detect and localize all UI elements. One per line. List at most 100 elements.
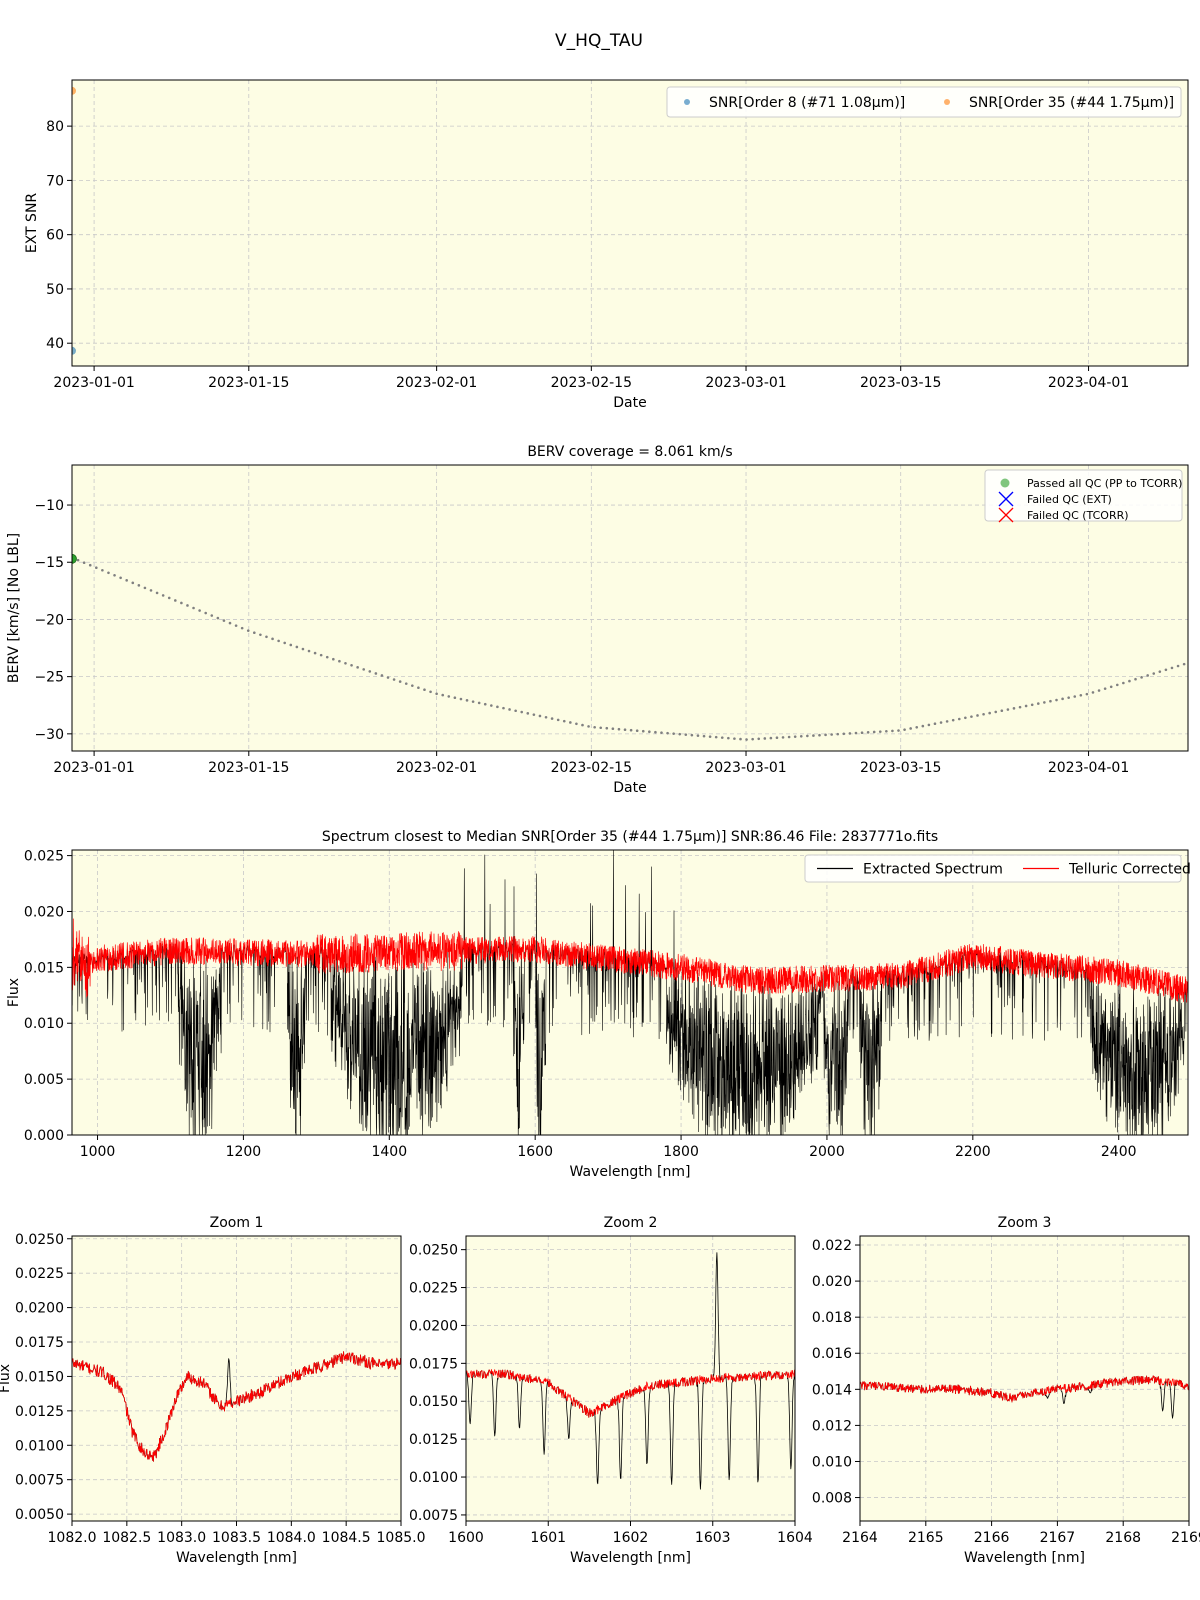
berv-curve-dot xyxy=(113,573,116,577)
zoom1-ytick-label: 0.0050 xyxy=(15,1507,64,1523)
berv-curve-dot xyxy=(289,643,293,647)
zoom1-xtick-label: 1083.5 xyxy=(212,1530,261,1546)
berv-curve-dot xyxy=(708,735,712,738)
berv-curve-dot xyxy=(423,688,426,692)
snr-xtick-label: 2023-03-15 xyxy=(860,375,941,391)
berv-curve-dot xyxy=(313,651,317,655)
berv-curve-dot xyxy=(575,722,578,726)
berv-curve-dot xyxy=(265,635,268,639)
berv-curve-dot xyxy=(338,659,341,663)
berv-frame xyxy=(71,464,1189,752)
zoom3-telluric-line xyxy=(860,1375,1189,1403)
snr-xtick-label: 2023-02-01 xyxy=(396,375,477,391)
berv-xtick-label: 2023-01-15 xyxy=(208,760,289,776)
berv-legend-marker xyxy=(1000,478,1010,488)
berv-ytick-label: −30 xyxy=(34,727,64,743)
snr-legend-marker xyxy=(944,99,950,105)
zoom3-xtick-label: 2169 xyxy=(1171,1530,1200,1546)
zoom3-ytick-label: 0.008 xyxy=(812,1491,852,1507)
berv-curve-dot xyxy=(1164,668,1168,672)
zoom2-frame xyxy=(465,1235,796,1522)
berv-curve-dot xyxy=(672,732,675,735)
berv-curve-dot xyxy=(903,728,906,731)
zoom2-ytick-label: 0.0175 xyxy=(409,1356,458,1372)
zoom2-xtick-label: 1604 xyxy=(777,1530,813,1546)
zoom2-xtick-label: 1600 xyxy=(448,1530,484,1546)
berv-curve-dot xyxy=(186,604,189,607)
zoom2-ytick-label: 0.0250 xyxy=(409,1243,458,1259)
berv-curve-dot xyxy=(763,737,767,740)
berv-curve-dot xyxy=(392,678,396,681)
zoom2-xlabel: Wavelength [nm] xyxy=(570,1550,691,1566)
snr-ytick-label: 80 xyxy=(46,119,64,135)
berv-xtick-label: 2023-04-01 xyxy=(1048,760,1129,776)
berv-curve-dot xyxy=(787,735,791,739)
zoom2-ytick-label: 0.0200 xyxy=(409,1318,458,1334)
berv-curve-dot xyxy=(799,734,803,738)
spectrum-xtick-label: 2200 xyxy=(955,1144,991,1160)
snr-point xyxy=(72,346,76,355)
berv-curve-dot xyxy=(496,705,499,709)
berv-curve-dot xyxy=(976,714,979,717)
snr-ytick-label: 50 xyxy=(46,282,64,298)
zoom2-ytick-label: 0.0075 xyxy=(409,1508,458,1524)
berv-legend-label: Failed QC (TCORR) xyxy=(1027,509,1129,522)
berv-curve-dot xyxy=(836,732,840,736)
berv-curve-dot xyxy=(198,609,201,612)
berv-curve-dot xyxy=(727,736,730,740)
zoom1-xtick-label: 1082.0 xyxy=(48,1530,97,1546)
berv-curve-dot xyxy=(508,708,511,711)
berv-curve-dot xyxy=(246,629,250,632)
zoom2-xtick-label: 1602 xyxy=(613,1530,649,1546)
berv-curve-dot xyxy=(854,731,858,735)
berv-curve-dot xyxy=(739,737,742,741)
berv-curve-dot xyxy=(909,727,912,730)
spectrum-legend-label: Telluric Corrected xyxy=(1068,862,1191,878)
berv-curve-dot xyxy=(435,692,438,696)
berv-curve-dot xyxy=(1000,709,1004,713)
berv-curve-dot xyxy=(101,568,104,572)
berv-curve-dot xyxy=(459,697,463,701)
zoom1-ytick-label: 0.0075 xyxy=(15,1473,64,1489)
berv-curve-dot xyxy=(210,614,214,617)
berv-curve-dot xyxy=(666,731,669,735)
zoom1-xtick-label: 1084.5 xyxy=(322,1530,371,1546)
berv-legend-marker xyxy=(998,507,1014,523)
zoom2-ytick-label: 0.0100 xyxy=(409,1470,458,1486)
zoom3-ytick-label: 0.018 xyxy=(812,1310,852,1326)
berv-curve-dot xyxy=(994,710,998,714)
berv-curve-dot xyxy=(368,670,372,673)
berv-curve-dot xyxy=(629,728,633,732)
berv-xtick-label: 2023-02-01 xyxy=(396,760,477,776)
berv-xtick-label: 2023-02-15 xyxy=(551,760,632,776)
berv-curve-dot xyxy=(240,626,244,630)
berv-curve-dot xyxy=(587,725,590,728)
snr-legend-label: SNR[Order 35 (#44 1.75μm)] xyxy=(969,95,1174,111)
berv-curve-dot xyxy=(1036,702,1040,705)
berv-curve-dot xyxy=(1103,687,1107,690)
spectrum-ytick-label: 0.025 xyxy=(24,849,64,865)
snr-data-layer xyxy=(72,86,76,355)
berv-curve-dot xyxy=(253,631,256,635)
berv-curve-dot xyxy=(696,734,700,737)
berv-curve-dot xyxy=(374,672,378,675)
spectrum-xtick-label: 1600 xyxy=(517,1144,553,1160)
zoom3-ytick-label: 0.012 xyxy=(812,1418,852,1434)
berv-curve-dot xyxy=(386,676,390,679)
berv-curve-dot xyxy=(1030,703,1034,707)
berv-curve-dot xyxy=(1073,695,1077,698)
figure-title: V_HQ_TAU xyxy=(555,31,643,51)
berv-curve-dot xyxy=(988,711,991,715)
berv-curve-dot xyxy=(526,712,530,715)
berv-curve-dot xyxy=(301,647,305,651)
berv-curve-dot xyxy=(471,700,475,703)
berv-curve-dot xyxy=(107,571,110,575)
berv-curve-dot xyxy=(1146,674,1149,677)
berv-curve-dot xyxy=(860,731,864,734)
berv-curve-dot xyxy=(660,731,663,734)
berv-curve-dot xyxy=(259,633,262,637)
berv-curve-dot xyxy=(204,611,207,615)
berv-curve-dot xyxy=(404,682,408,685)
snr-xtick-label: 2023-04-01 xyxy=(1048,375,1129,391)
